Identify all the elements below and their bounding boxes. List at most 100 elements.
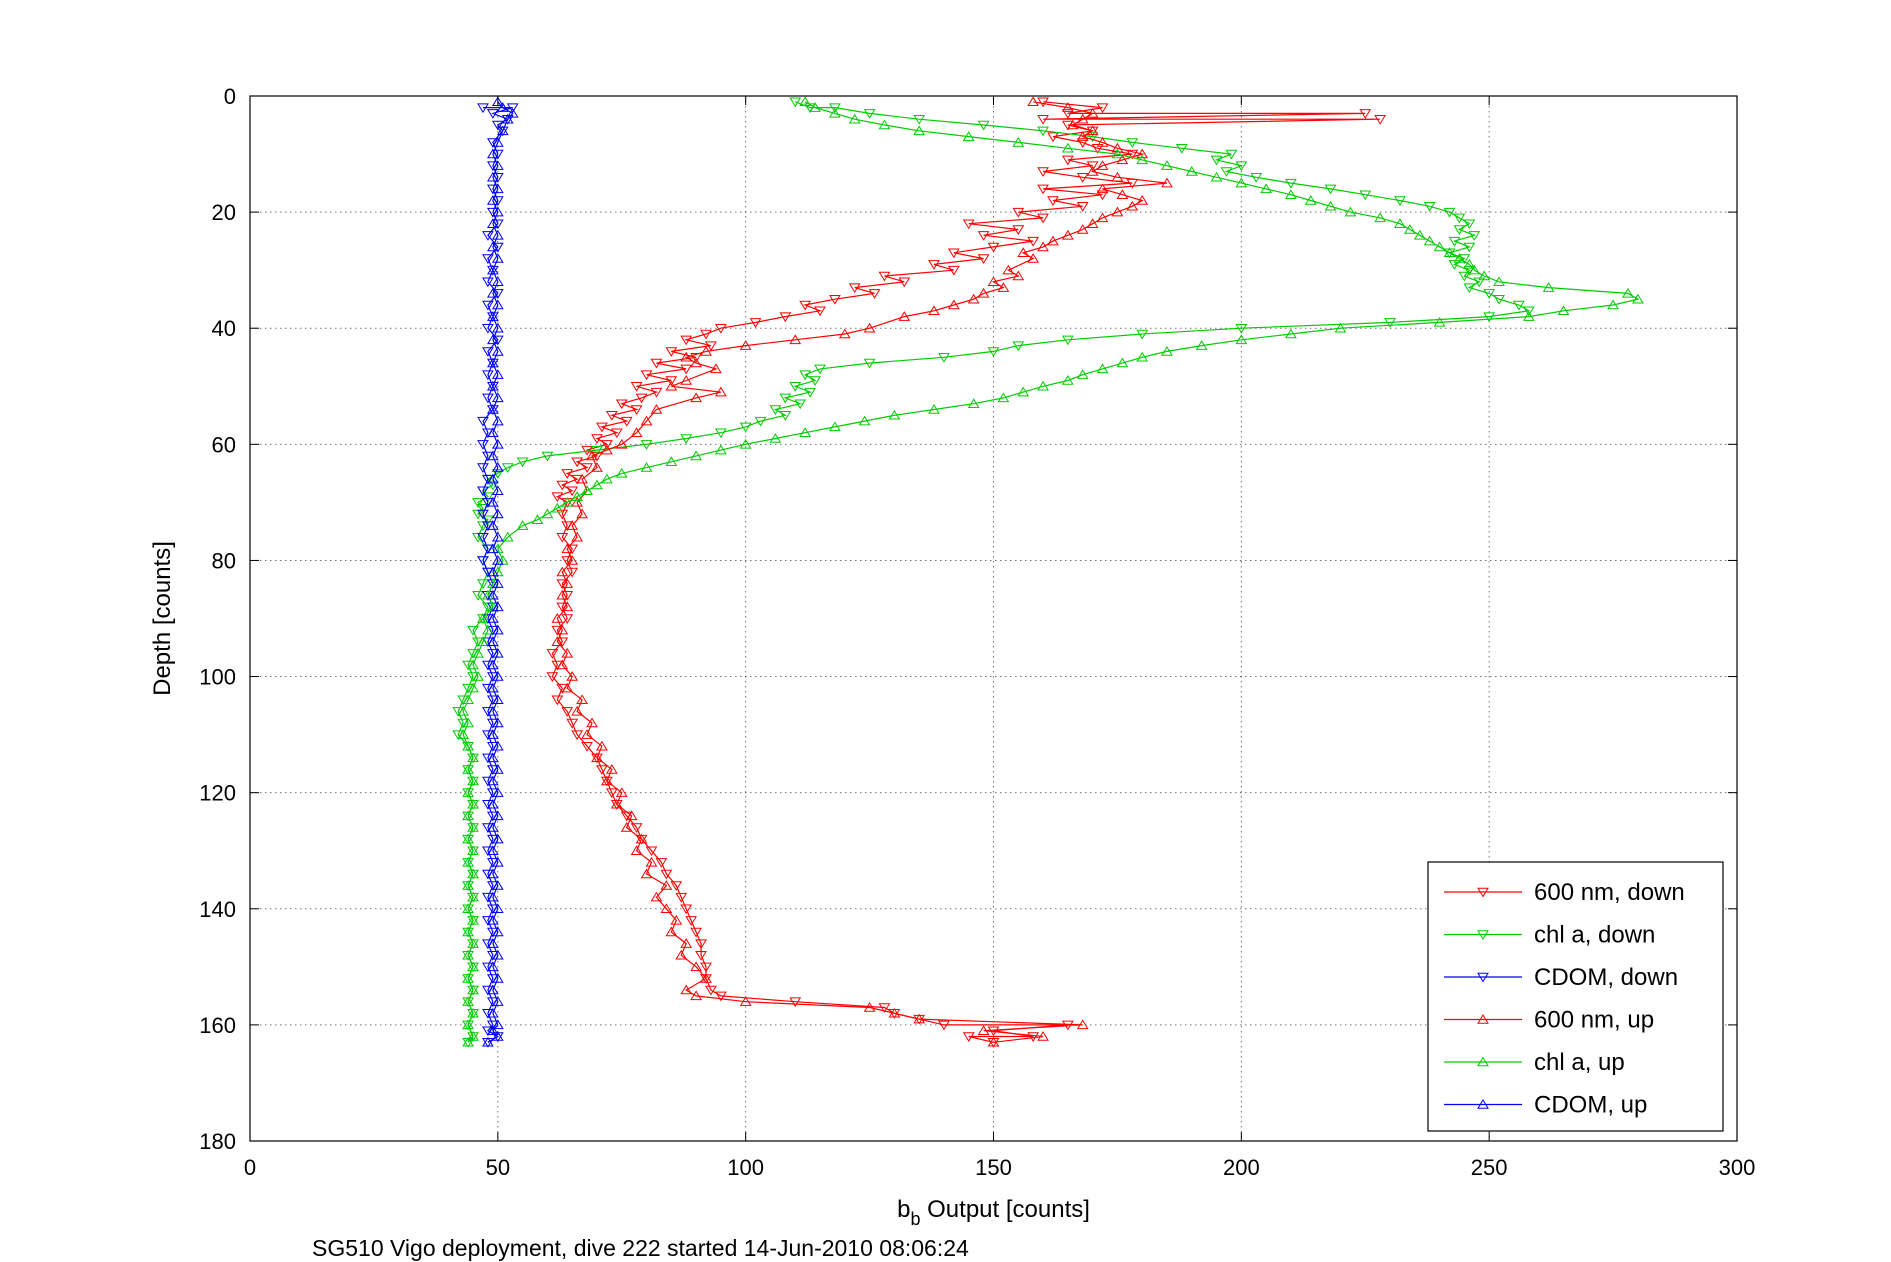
data-point-marker	[491, 1019, 504, 1030]
data-point-marker	[486, 311, 499, 321]
data-point-marker	[1116, 154, 1129, 165]
y-tick-label: 120	[199, 781, 236, 806]
data-point-marker	[670, 914, 683, 925]
legend-entry: CDOM, up	[1444, 1092, 1647, 1119]
data-point-marker	[472, 591, 484, 601]
data-point-marker	[1047, 132, 1059, 143]
data-point-marker	[491, 462, 504, 472]
data-point-marker	[556, 480, 569, 491]
data-point-marker	[462, 972, 474, 983]
data-point-marker	[928, 404, 940, 414]
data-point-marker	[1086, 125, 1099, 136]
y-tick-label: 80	[212, 548, 236, 573]
data-point-marker	[591, 479, 603, 490]
data-point-marker	[596, 422, 608, 433]
data-point-marker	[620, 416, 633, 427]
data-point-marker	[1116, 357, 1129, 368]
data-point-marker	[700, 962, 712, 973]
data-point-marker	[828, 107, 841, 118]
data-point-marker	[947, 299, 960, 310]
data-point-marker	[977, 1025, 990, 1035]
data-point-marker	[997, 392, 1010, 403]
data-point-marker	[1448, 260, 1461, 270]
data-point-marker	[1126, 200, 1139, 211]
data-point-marker	[491, 206, 504, 217]
ticks-layer: 0 50 100 150 200 250 300 0 20 40 60 80 100 120 140 160 1…	[199, 84, 1755, 1180]
data-point-marker	[700, 972, 712, 983]
data-point-marker	[1463, 258, 1476, 269]
data-point-marker	[506, 107, 519, 118]
data-point-marker	[1012, 341, 1025, 352]
data-point-marker	[462, 717, 474, 728]
data-point-marker	[486, 961, 499, 972]
data-point-marker	[1086, 161, 1099, 172]
data-point-marker	[1096, 183, 1109, 194]
data-point-marker	[486, 218, 499, 228]
data-point-marker	[1631, 293, 1644, 304]
data-point-marker	[1607, 299, 1619, 310]
data-point-marker	[581, 485, 593, 496]
data-point-marker	[799, 96, 812, 107]
data-point-marker	[605, 411, 618, 421]
data-point-marker	[1076, 369, 1089, 379]
data-point-marker	[491, 415, 504, 426]
legend-entry: chl a, down	[1444, 922, 1655, 949]
x-axis-label-base: b	[897, 1196, 910, 1223]
data-point-marker	[1622, 287, 1634, 298]
data-point-marker	[491, 136, 504, 147]
legend-label: 600 nm, down	[1534, 879, 1685, 906]
data-point-marker	[650, 387, 663, 398]
data-point-marker	[1027, 96, 1040, 107]
data-point-marker	[467, 914, 479, 925]
y-tick-label: 160	[199, 1013, 236, 1038]
data-point-marker	[571, 457, 584, 468]
data-point-marker	[1111, 206, 1124, 217]
data-point-marker	[462, 949, 474, 960]
data-point-marker	[491, 694, 504, 705]
data-point-marker	[739, 340, 752, 350]
data-point-marker	[486, 334, 499, 345]
data-point-marker	[962, 131, 975, 141]
data-point-marker	[467, 891, 479, 902]
data-point-marker	[486, 566, 499, 577]
data-point-marker	[928, 305, 940, 316]
data-point-marker	[1473, 277, 1486, 288]
data-point-marker	[1359, 190, 1372, 201]
data-point-marker	[714, 386, 727, 397]
data-point-marker	[486, 496, 499, 507]
data-point-marker	[1037, 126, 1049, 137]
data-point-marker	[1012, 207, 1025, 218]
data-point-marker	[913, 125, 926, 136]
data-point-marker	[1126, 138, 1139, 148]
data-point-marker	[491, 322, 504, 333]
data-point-marker	[645, 856, 658, 867]
data-point-marker	[680, 375, 693, 385]
data-point-marker	[491, 392, 504, 403]
data-point-marker	[482, 231, 494, 241]
data-point-marker	[1210, 171, 1223, 182]
data-point-marker	[878, 1003, 891, 1013]
data-point-marker	[977, 254, 990, 265]
data-point-marker	[556, 624, 569, 635]
data-point-marker	[561, 647, 574, 658]
data-point-marker	[1076, 173, 1089, 183]
data-point-marker	[695, 950, 707, 961]
data-point-marker	[640, 462, 653, 472]
data-point-marker	[561, 496, 574, 507]
data-point-marker	[838, 328, 851, 339]
data-point-marker	[600, 444, 613, 455]
data-point-marker	[467, 798, 479, 809]
data-point-marker	[1061, 109, 1074, 119]
data-point-marker	[1463, 219, 1476, 230]
data-point-marker	[467, 775, 479, 786]
data-point-marker	[1061, 142, 1074, 153]
data-point-marker	[491, 903, 504, 914]
data-point-marker	[462, 810, 474, 821]
data-point-marker	[1091, 144, 1104, 154]
data-point-marker	[486, 822, 499, 832]
data-point-marker	[477, 103, 489, 114]
data-point-marker	[491, 671, 504, 681]
y-tick-label: 60	[212, 432, 236, 457]
x-axis-label-subscript: b	[910, 1209, 920, 1229]
data-point-marker	[491, 740, 504, 751]
